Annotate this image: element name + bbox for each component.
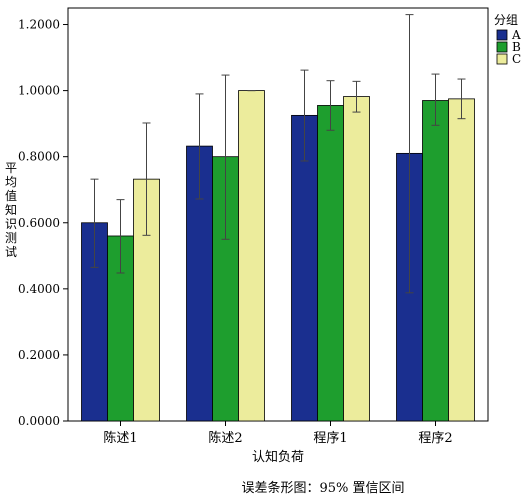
- bar-C-4: [448, 98, 475, 422]
- error-bar-B-1: [116, 199, 125, 274]
- y-tick-label: 0.6000: [18, 216, 60, 230]
- legend-swatch-C: [496, 53, 508, 65]
- error-bars-layer: [90, 14, 466, 294]
- legend: ABC: [496, 28, 521, 66]
- legend-label-C: C: [512, 52, 521, 66]
- bar-B-3: [317, 105, 344, 422]
- error-bar-B-4: [431, 73, 440, 126]
- chart-caption: 误差条形图：95% 置信区间: [241, 480, 404, 496]
- y-tick-label: 0.8000: [18, 150, 60, 164]
- y-tick-label: 0.2000: [18, 348, 60, 362]
- x-tick-label: 程序2: [418, 431, 452, 446]
- y-axis: 0.0000 0.2000 0.4000 0.6000 0.8000 1.0000 1.20…: [18, 18, 68, 428]
- error-bar-B-3: [326, 80, 335, 131]
- x-tick-label: 陈述2: [208, 430, 242, 446]
- bar-B-4: [422, 100, 449, 422]
- legend-label-B: B: [512, 40, 521, 54]
- x-axis-label: 认知负荷: [252, 449, 304, 465]
- plot-frame: [67, 7, 489, 422]
- error-bar-C-1: [142, 122, 151, 236]
- x-axis: 陈述1 陈述2 程序1 程序2: [103, 421, 453, 446]
- error-bar-C-4: [457, 78, 466, 120]
- error-bar-A-3: [300, 69, 309, 162]
- bar-C-2: [238, 90, 265, 422]
- legend-swatch-A: [496, 29, 508, 41]
- bars-layer: [81, 90, 475, 422]
- error-bar-A-4: [405, 14, 414, 294]
- legend-swatch-B: [496, 41, 508, 53]
- bar-C-3: [343, 96, 370, 422]
- x-tick-label: 程序1: [313, 431, 347, 446]
- x-tick-label: 陈述1: [103, 430, 137, 446]
- y-tick-label: 1.2000: [18, 18, 60, 32]
- y-axis-label: 平均值知识测试: [5, 161, 17, 259]
- y-tick-label: 0.0000: [18, 414, 60, 428]
- error-bar-A-2: [195, 93, 204, 200]
- error-bar-A-1: [90, 178, 99, 268]
- legend-label-A: A: [511, 28, 521, 42]
- y-tick-label: 1.0000: [18, 84, 60, 98]
- error-bar-C-3: [352, 80, 361, 113]
- bar-A-3: [291, 114, 318, 422]
- y-tick-label: 0.4000: [18, 282, 60, 296]
- legend-title: 分组: [494, 13, 518, 27]
- error-bar-B-2: [221, 74, 230, 240]
